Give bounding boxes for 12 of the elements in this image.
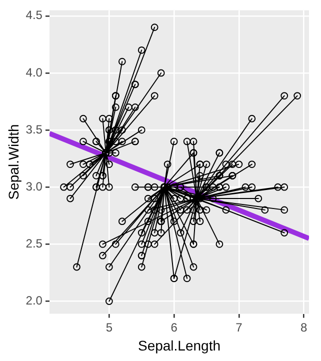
- y-tick-label: 2.5: [26, 236, 43, 250]
- y-tick-label: 4.0: [26, 65, 43, 80]
- x-axis-title: Sepal.Length: [138, 337, 221, 354]
- y-tick-label: 3.5: [26, 122, 43, 136]
- x-tick-label: 8: [300, 320, 308, 334]
- x-tick-label: 6: [170, 320, 178, 334]
- x-tick-label: 5: [106, 320, 113, 334]
- y-tick-label: 3.0: [26, 179, 43, 194]
- x-tick-label: 7: [236, 320, 243, 334]
- y-tick-label: 2.0: [26, 294, 43, 308]
- y-axis-title: Sepal.Width: [5, 124, 22, 200]
- y-tick-label: 4.5: [26, 8, 43, 22]
